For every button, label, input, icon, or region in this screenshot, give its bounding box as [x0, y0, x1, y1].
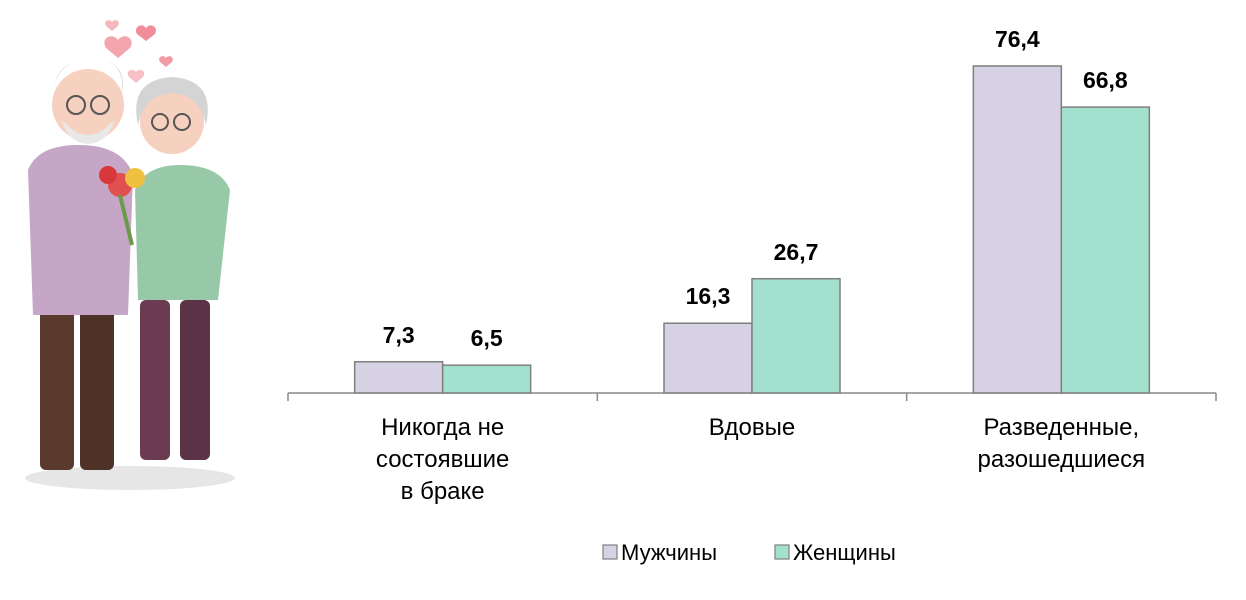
value-label: 6,5 — [470, 325, 503, 352]
value-label: 66,8 — [1082, 67, 1128, 94]
x-tick-label: Никогда не состоявшие в браке — [375, 414, 510, 505]
bar — [751, 277, 841, 394]
x-tick-label: Разведенные, разошедшиеся — [977, 414, 1146, 473]
bar — [353, 361, 444, 394]
bar — [1060, 106, 1151, 394]
illustration — [25, 20, 235, 490]
value-label: 7,3 — [382, 321, 415, 348]
bar — [663, 322, 753, 394]
value-label: 26,7 — [773, 238, 819, 265]
legend-label: Мужчины — [621, 540, 718, 565]
legend-swatch — [602, 544, 618, 560]
value-label: 16,3 — [685, 283, 731, 310]
legend-label: Женщины — [793, 540, 896, 565]
legend-swatch — [774, 544, 790, 560]
x-tick-label: Вдовые — [708, 414, 796, 441]
bar — [972, 65, 1063, 394]
bar — [441, 364, 532, 394]
value-label: 76,4 — [994, 26, 1040, 52]
